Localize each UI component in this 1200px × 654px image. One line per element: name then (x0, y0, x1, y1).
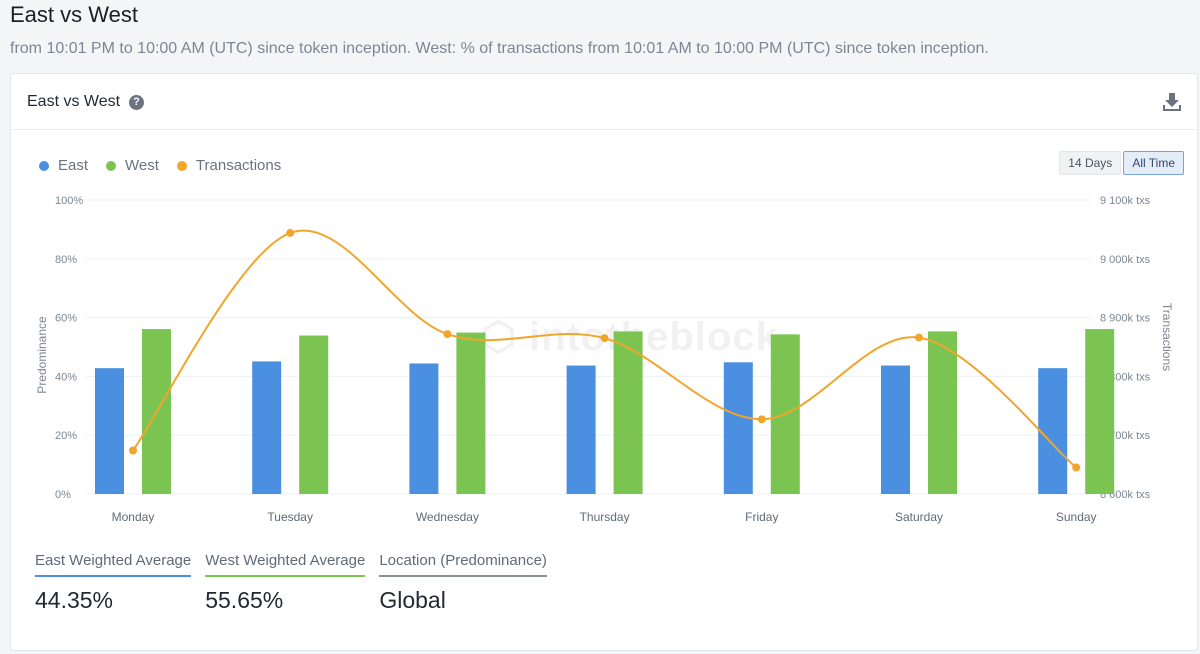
bar-east-saturday (881, 365, 910, 494)
stat-value: Global (379, 587, 446, 613)
x-tick-label: Thursday (580, 510, 630, 524)
stat-value: 55.65% (205, 587, 284, 613)
stats-row: East Weighted Average 44.35% West Weight… (35, 552, 547, 614)
point-transactions-sunday (1072, 463, 1081, 472)
bar-west-thursday (613, 331, 643, 494)
x-tick-label: Tuesday (267, 510, 313, 524)
legend-label: West (125, 157, 159, 174)
download-icon[interactable] (1163, 92, 1181, 112)
y-tick-label: 80% (55, 254, 77, 266)
bar-east-tuesday (252, 361, 282, 494)
card-title: East vs West (27, 93, 121, 110)
legend-label: Transactions (195, 157, 282, 174)
point-transactions-wednesday (443, 330, 452, 339)
stat-east: East Weighted Average 44.35% (35, 552, 192, 614)
stat-label: Location (Predominance) (379, 552, 547, 577)
y-tick-label: 100% (55, 195, 83, 207)
y-tick-label: 60% (55, 313, 77, 325)
point-transactions-tuesday (286, 228, 295, 237)
chart-legend: East West Transactions (39, 157, 281, 174)
stat-value: 44.35% (35, 587, 114, 613)
y2-tick-label: 9 100k txs (1100, 195, 1151, 207)
x-tick-label: Saturday (895, 510, 943, 524)
stat-label: East Weighted Average (35, 552, 192, 577)
bar-east-thursday (566, 365, 596, 494)
stat-label: West Weighted Average (205, 552, 366, 577)
bar-east-sunday (1038, 368, 1068, 494)
stat-location: Location (Predominance) Global (379, 552, 547, 614)
y2-tick-label: 8 900k txs (1100, 313, 1151, 325)
x-tick-label: Friday (745, 510, 778, 524)
legend-dot (39, 160, 49, 171)
page-subtitle: from 10:01 PM to 10:00 AM (UTC) since to… (10, 40, 989, 57)
legend-item-east[interactable]: East (39, 157, 88, 174)
card-header: East vs West ? (11, 74, 1197, 130)
legend-dot (106, 160, 117, 171)
bar-east-wednesday (409, 363, 439, 494)
point-transactions-thursday (600, 334, 609, 343)
bar-east-monday (95, 368, 124, 494)
page-title: East vs West (10, 2, 138, 27)
bar-west-tuesday (299, 335, 329, 494)
x-tick-label: Wednesday (416, 510, 479, 524)
point-transactions-monday (129, 446, 137, 455)
bar-east-friday (723, 362, 753, 494)
range-button-14-days[interactable]: 14 Days (1059, 151, 1122, 175)
point-transactions-saturday (915, 333, 923, 342)
legend-item-west[interactable]: West (106, 157, 159, 174)
y-tick-label: 20% (55, 430, 77, 442)
y-tick-label: 40% (55, 371, 77, 383)
y2-axis-title: Transactions (1160, 303, 1174, 371)
bar-west-sunday (1085, 329, 1115, 494)
legend-label: East (58, 157, 89, 174)
chart-card: East vs West ? East West Transactions 14… (10, 73, 1198, 651)
x-tick-label: Monday (112, 510, 155, 524)
range-buttons: 14 Days All Time (1059, 151, 1184, 175)
bar-west-saturday (928, 331, 957, 494)
y2-tick-label: 9 000k txs (1100, 254, 1151, 266)
y-tick-label: 0% (55, 489, 71, 501)
bar-west-wednesday (456, 332, 486, 494)
range-button-all-time[interactable]: All Time (1123, 151, 1184, 175)
legend-item-transactions[interactable]: Transactions (176, 157, 282, 174)
legend-dot (176, 160, 187, 171)
stat-west: West Weighted Average 55.65% (205, 552, 366, 614)
point-transactions-friday (757, 415, 766, 424)
x-tick-label: Sunday (1056, 510, 1097, 524)
question-circle-icon[interactable]: ? (129, 95, 144, 110)
y-axis-title: Predominance (35, 316, 49, 394)
